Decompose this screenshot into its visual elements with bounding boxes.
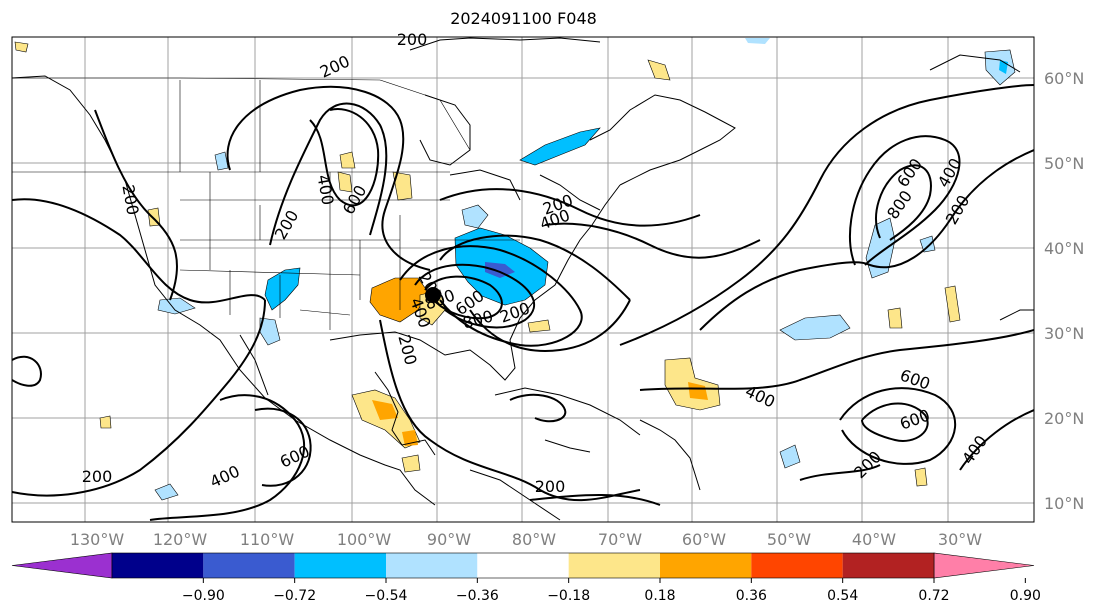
map-title: 2024091100 F048 xyxy=(450,9,597,28)
lon-label: 30°W xyxy=(938,530,982,549)
lat-label: 50°N xyxy=(1044,154,1084,173)
colorbar-tick-label: 0.90 xyxy=(1010,588,1041,604)
lat-label: 60°N xyxy=(1044,69,1084,88)
colorbar-segment xyxy=(842,553,934,578)
colorbar-tick-label: 0.36 xyxy=(736,588,767,604)
lon-label: 50°W xyxy=(767,530,811,549)
lon-label: 100°W xyxy=(337,530,392,549)
lon-label: 110°W xyxy=(240,530,295,549)
colorbar-segment xyxy=(203,553,295,578)
colorbar-tick-label: 0.18 xyxy=(644,588,675,604)
latitude-labels: 60°N 50°N 40°N 30°N 20°N 10°N xyxy=(1044,69,1084,513)
coastlines xyxy=(12,37,1034,521)
colorbar: −0.90 −0.72 −0.54 −0.36 −0.18 0.18 0.36 0.54 0.7… xyxy=(11,552,1041,604)
colorbar-segment xyxy=(751,553,843,578)
lat-label: 20°N xyxy=(1044,409,1084,428)
colorbar-segment xyxy=(386,553,478,578)
lon-label: 90°W xyxy=(427,530,471,549)
colorbar-segment xyxy=(294,553,386,578)
lon-label: 40°W xyxy=(852,530,896,549)
colorbar-extend-low xyxy=(11,552,113,579)
lat-label: 10°N xyxy=(1044,494,1084,513)
map-frame xyxy=(11,36,1035,523)
lon-label: 130°W xyxy=(70,530,125,549)
colorbar-tick-label: −0.90 xyxy=(182,588,225,604)
lon-label: 60°W xyxy=(682,530,726,549)
colorbar-tick-label: −0.72 xyxy=(273,588,316,604)
state-borders xyxy=(12,77,520,330)
lat-label: 40°N xyxy=(1044,239,1084,258)
colorbar-tick-label: −0.36 xyxy=(456,588,499,604)
colorbar-tick-label: 0.72 xyxy=(918,588,949,604)
shading-negative xyxy=(154,38,1016,501)
colorbar-tick-label: 0.54 xyxy=(827,588,858,604)
longitude-labels: 130°W 120°W 110°W 100°W 90°W 80°W 70°W 60°W 50°W… xyxy=(70,530,982,549)
colorbar-extend-high xyxy=(933,552,1035,579)
colorbar-tick-label: −0.54 xyxy=(365,588,408,604)
colorbar-segment xyxy=(660,553,752,578)
lon-label: 80°W xyxy=(512,530,556,549)
contour-lines xyxy=(12,84,1034,521)
colorbar-segment xyxy=(568,553,660,578)
colorbar-segment xyxy=(112,553,204,578)
colorbar-tick-label: −0.18 xyxy=(547,588,590,604)
lat-label: 30°N xyxy=(1044,324,1084,343)
contour-label: 200 xyxy=(397,30,428,49)
colorbar-segment xyxy=(477,553,569,578)
lon-label: 70°W xyxy=(598,530,642,549)
contour-label: 200 xyxy=(82,467,113,486)
contour-label: 200 xyxy=(535,477,566,496)
lon-label: 120°W xyxy=(153,530,208,549)
storm-center-marker xyxy=(425,287,441,303)
